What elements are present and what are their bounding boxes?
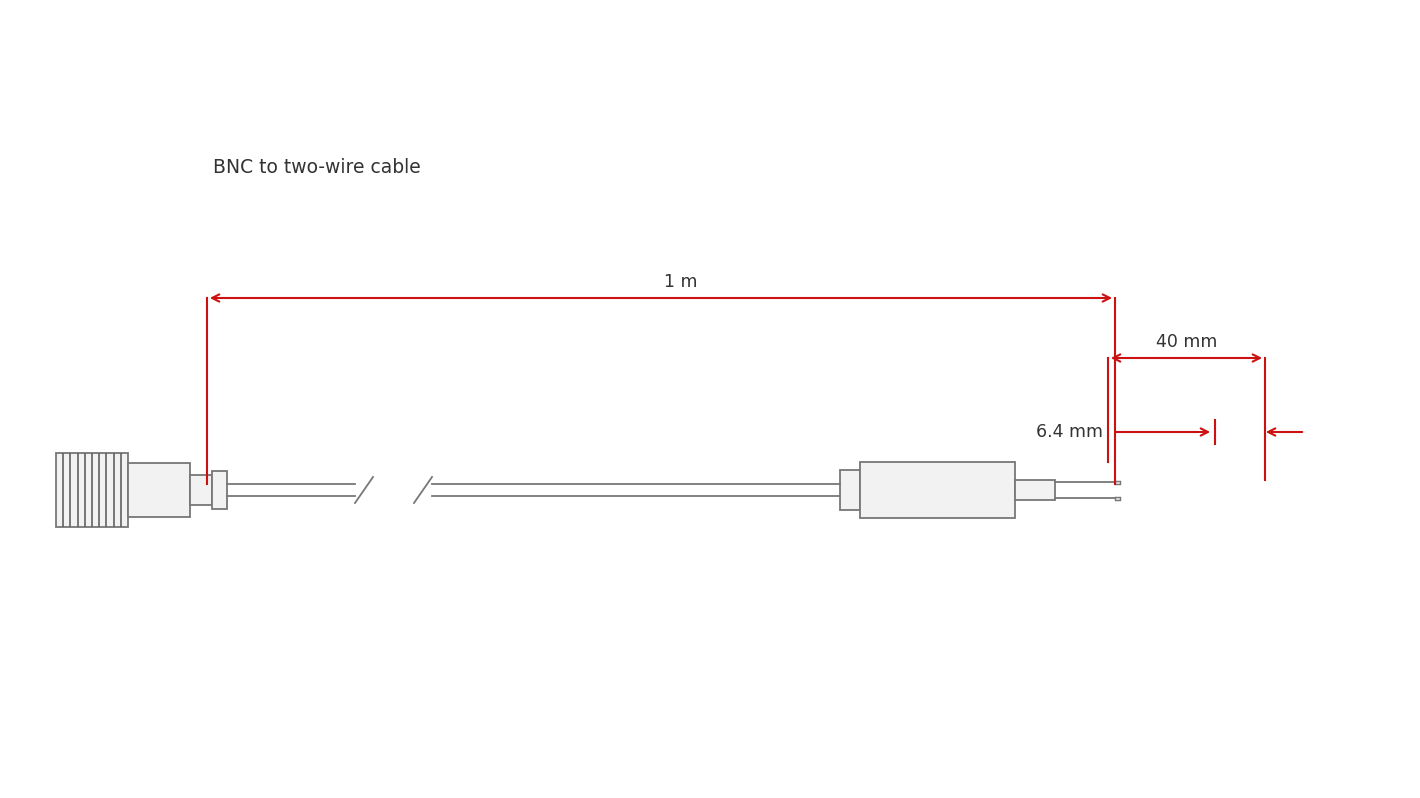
Text: 1 m: 1 m [665,273,697,291]
Text: BNC to two-wire cable: BNC to two-wire cable [213,158,420,177]
Bar [128,463,190,517]
Bar [1115,496,1120,500]
Text: 40 mm: 40 mm [1156,333,1217,351]
Bar [861,462,1015,518]
Bar [190,475,212,505]
Bar [1115,480,1120,484]
Bar [1015,480,1055,500]
Bar [55,453,128,527]
Bar [212,471,227,509]
Bar [841,470,861,510]
Text: 6.4 mm: 6.4 mm [1037,423,1103,441]
